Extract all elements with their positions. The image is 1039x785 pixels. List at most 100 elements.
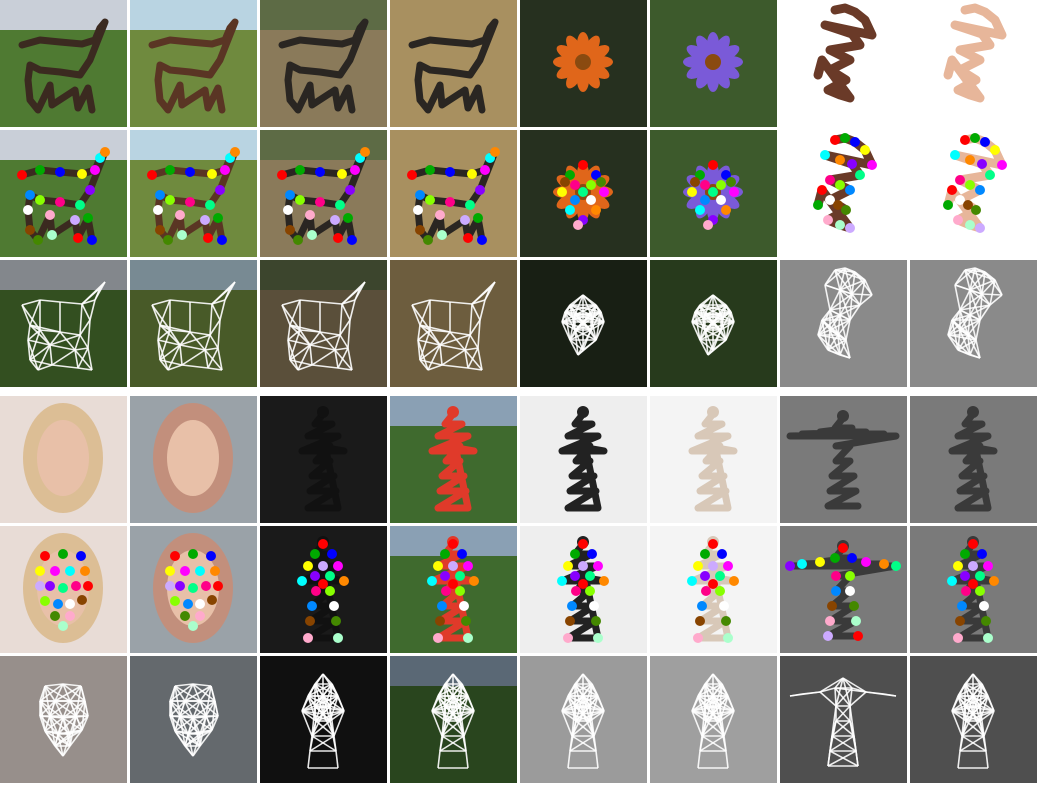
keypoint-dot bbox=[838, 543, 848, 553]
keypoint-dot bbox=[175, 581, 185, 591]
structure-edge bbox=[319, 331, 341, 336]
structure-edge bbox=[199, 715, 219, 735]
people-keypoints-cell-6 bbox=[650, 526, 777, 653]
keypoint-dot bbox=[950, 150, 960, 160]
structure-edge bbox=[981, 271, 986, 295]
structure-edge bbox=[699, 735, 725, 752]
keypoint-dot bbox=[206, 551, 216, 561]
keypoint-dot bbox=[797, 559, 807, 569]
structure-edge bbox=[334, 334, 341, 351]
structure-edge bbox=[981, 279, 996, 295]
keypoint-dot bbox=[333, 561, 343, 571]
keypoint-dot bbox=[76, 551, 86, 561]
structure-edge bbox=[157, 329, 171, 341]
keypoint-dot bbox=[335, 200, 345, 210]
structure-edge bbox=[452, 710, 475, 715]
structure-edge bbox=[839, 293, 853, 316]
keypoint-dot bbox=[979, 601, 989, 611]
structure-edge bbox=[431, 695, 439, 712]
structure-edge bbox=[469, 303, 473, 336]
structure-edge bbox=[419, 324, 451, 333]
subject-silhouette bbox=[18, 18, 109, 114]
structure-edge bbox=[701, 713, 714, 737]
structure-edge bbox=[567, 683, 593, 697]
structure-edge bbox=[704, 329, 709, 356]
keypoint-dot bbox=[570, 180, 580, 190]
subject-body bbox=[408, 18, 499, 114]
keypoint-dot bbox=[599, 576, 609, 586]
structure-edge bbox=[817, 319, 823, 336]
structure-edge bbox=[827, 329, 831, 351]
structure-edge bbox=[209, 334, 219, 349]
keypoint-dot bbox=[50, 566, 60, 576]
keypoint-dot bbox=[835, 155, 845, 165]
structure-edge bbox=[845, 339, 851, 359]
keypoint-dot bbox=[467, 169, 477, 179]
keypoint-dot bbox=[100, 147, 110, 157]
subject-body bbox=[558, 410, 608, 512]
keypoint-dot bbox=[65, 599, 75, 609]
structure-edge bbox=[333, 735, 337, 752]
structure-edge bbox=[951, 710, 974, 715]
structure-edge bbox=[961, 735, 987, 752]
structure-edge bbox=[842, 677, 867, 693]
keypoint-dot bbox=[25, 190, 35, 200]
structure-edge bbox=[477, 347, 483, 371]
structure-edge bbox=[339, 303, 343, 336]
subject-silhouette bbox=[278, 18, 369, 114]
structure-edge bbox=[341, 299, 356, 305]
horse-keypoints-image bbox=[0, 130, 127, 257]
structure-edge bbox=[947, 334, 971, 356]
structure-graph bbox=[789, 677, 897, 767]
structure-edge bbox=[44, 717, 64, 732]
structure-edge bbox=[427, 344, 441, 371]
keypoint-dot bbox=[831, 586, 841, 596]
keypoint-dot bbox=[185, 167, 195, 177]
sky-region bbox=[130, 0, 257, 30]
structure-edge bbox=[62, 700, 86, 719]
keypoint-dot bbox=[441, 586, 451, 596]
keypoint-dot bbox=[35, 581, 45, 591]
structure-edge bbox=[307, 750, 311, 769]
petal bbox=[584, 66, 600, 89]
structure-edge bbox=[464, 334, 471, 351]
structure-edge bbox=[187, 733, 194, 757]
keypoint-dot bbox=[827, 601, 837, 611]
structure-edge bbox=[281, 304, 291, 326]
petal bbox=[566, 35, 582, 58]
person-structure-image bbox=[390, 656, 517, 783]
keypoint-dot bbox=[721, 616, 731, 626]
keypoint-dot bbox=[407, 170, 417, 180]
people-structure-cell-4 bbox=[390, 656, 517, 783]
keypoint-dot bbox=[830, 135, 840, 145]
structure-edge bbox=[204, 347, 219, 351]
head bbox=[967, 406, 979, 418]
keypoint-dot bbox=[570, 571, 580, 581]
keypoint-dot bbox=[35, 165, 45, 175]
structure-edge bbox=[189, 331, 206, 351]
structure-edge bbox=[333, 710, 345, 737]
structure-graph bbox=[21, 281, 106, 371]
structure-edge bbox=[842, 677, 851, 707]
keypoint-dot bbox=[33, 235, 43, 245]
structure-edge bbox=[184, 745, 194, 757]
structure-edge bbox=[479, 299, 486, 321]
keypoint-dot bbox=[188, 583, 198, 593]
keypoint-dot bbox=[75, 200, 85, 210]
structure-edge bbox=[694, 304, 701, 313]
keypoint-dot bbox=[596, 177, 606, 187]
person-structure-image bbox=[650, 656, 777, 783]
structure-edge bbox=[725, 750, 729, 769]
dim-overlay bbox=[130, 260, 257, 387]
person-keypoints-image bbox=[780, 526, 907, 653]
keypoint-dot bbox=[571, 586, 581, 596]
people-image-cell-1 bbox=[0, 396, 127, 523]
structure-edge bbox=[309, 735, 313, 752]
keypoint-dot bbox=[305, 616, 315, 626]
structure-edge bbox=[851, 279, 866, 295]
structure-edge bbox=[169, 683, 194, 702]
keypoint-dot bbox=[490, 147, 500, 157]
structure-edge bbox=[947, 334, 977, 341]
structure-edge bbox=[431, 710, 454, 715]
structure-edge bbox=[831, 720, 851, 737]
